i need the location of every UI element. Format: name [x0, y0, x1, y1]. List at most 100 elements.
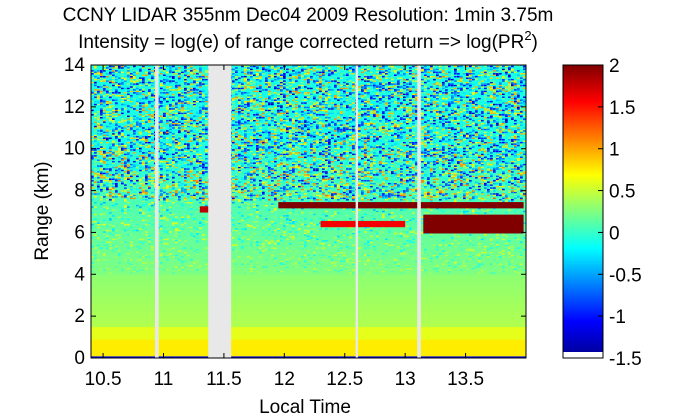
noise-cell [106, 177, 109, 179]
noise-cell [373, 162, 376, 164]
noise-cell [136, 184, 139, 186]
noise-cell [448, 269, 451, 271]
noise-cell [508, 162, 511, 164]
noise-cell [508, 155, 511, 157]
noise-cell [421, 182, 424, 185]
noise-cell [127, 272, 130, 274]
noise-cell [442, 168, 445, 170]
noise-cell [337, 187, 340, 189]
noise-cell [415, 240, 418, 242]
noise-cell [382, 270, 385, 273]
noise-cell [256, 270, 259, 273]
noise-cell [511, 177, 514, 179]
noise-cell [340, 181, 343, 183]
noise-cell [181, 184, 184, 186]
noise-cell [427, 162, 430, 164]
noise-cell [343, 155, 346, 157]
noise-cell [382, 207, 385, 210]
noise-cell [421, 194, 424, 197]
noise-cell [337, 153, 340, 156]
intensity-band [91, 303, 526, 307]
noise-cell [280, 185, 283, 188]
noise-cell [253, 226, 256, 229]
noise-cell [256, 203, 259, 205]
noise-cell [148, 209, 151, 211]
noise-cell [250, 171, 253, 173]
noise-cell [205, 196, 208, 198]
noise-cell [292, 174, 295, 176]
noise-cell [340, 155, 343, 157]
noise-cell [514, 155, 517, 157]
noise-cell [148, 240, 151, 242]
noise-cell [238, 156, 241, 159]
noise-cell [367, 240, 370, 242]
noise-cell [358, 210, 361, 213]
noise-cell [232, 187, 235, 189]
noise-cell [364, 193, 367, 195]
noise-cell [400, 218, 403, 220]
noise-cell [160, 181, 163, 183]
noise-cell [385, 242, 388, 245]
noise-cell [505, 187, 508, 189]
noise-cell [97, 259, 100, 261]
noise-cell [391, 172, 394, 175]
noise-cell [298, 191, 301, 194]
noise-cell [166, 245, 169, 248]
noise-cell [442, 200, 445, 202]
noise-cell [301, 207, 304, 210]
noise-cell [259, 155, 262, 157]
noise-cell [283, 156, 286, 159]
noise-cell [376, 190, 379, 192]
noise-cell [370, 178, 373, 181]
noise-cell [166, 259, 169, 261]
noise-cell [445, 182, 448, 185]
noise-cell [256, 168, 259, 170]
noise-cell [442, 238, 445, 241]
noise-cell [160, 188, 163, 191]
noise-cell [514, 210, 517, 213]
noise-cell [511, 180, 514, 182]
noise-cell [247, 203, 250, 205]
noise-cell [286, 218, 289, 220]
noise-cell [379, 194, 382, 197]
noise-cell [142, 212, 145, 214]
noise-cell [244, 218, 247, 220]
noise-cell [91, 201, 94, 204]
noise-cell [139, 166, 142, 169]
noise-cell [424, 251, 427, 254]
noise-cell [325, 152, 328, 154]
noise-cell [118, 168, 121, 170]
noise-cell [505, 200, 508, 202]
noise-cell [109, 194, 112, 197]
noise-cell [286, 162, 289, 164]
intensity-band [91, 253, 526, 256]
noise-cell [262, 187, 265, 189]
noise-cell [100, 188, 103, 191]
noise-cell [337, 182, 340, 185]
noise-cell [151, 175, 154, 178]
noise-cell [346, 180, 349, 182]
noise-cell [484, 248, 487, 251]
noise-cell [370, 251, 373, 254]
noise-cell [172, 218, 175, 220]
noise-cell [142, 213, 145, 216]
noise-cell [397, 155, 400, 157]
noise-cell [259, 185, 262, 188]
noise-cell [202, 181, 205, 183]
noise-cell [340, 156, 343, 159]
noise-cell [412, 256, 415, 258]
noise-cell [466, 166, 469, 169]
noise-cell [319, 181, 322, 183]
noise-cell [121, 184, 124, 186]
noise-cell [484, 152, 487, 154]
noise-cell [376, 172, 379, 175]
noise-cell [241, 172, 244, 175]
noise-cell [520, 263, 523, 265]
noise-cell [283, 207, 286, 210]
noise-cell [175, 162, 178, 164]
noise-cell [106, 244, 109, 246]
noise-cell [415, 160, 418, 163]
noise-cell [262, 182, 265, 185]
noise-cell [358, 218, 361, 220]
noise-cell [166, 269, 169, 271]
